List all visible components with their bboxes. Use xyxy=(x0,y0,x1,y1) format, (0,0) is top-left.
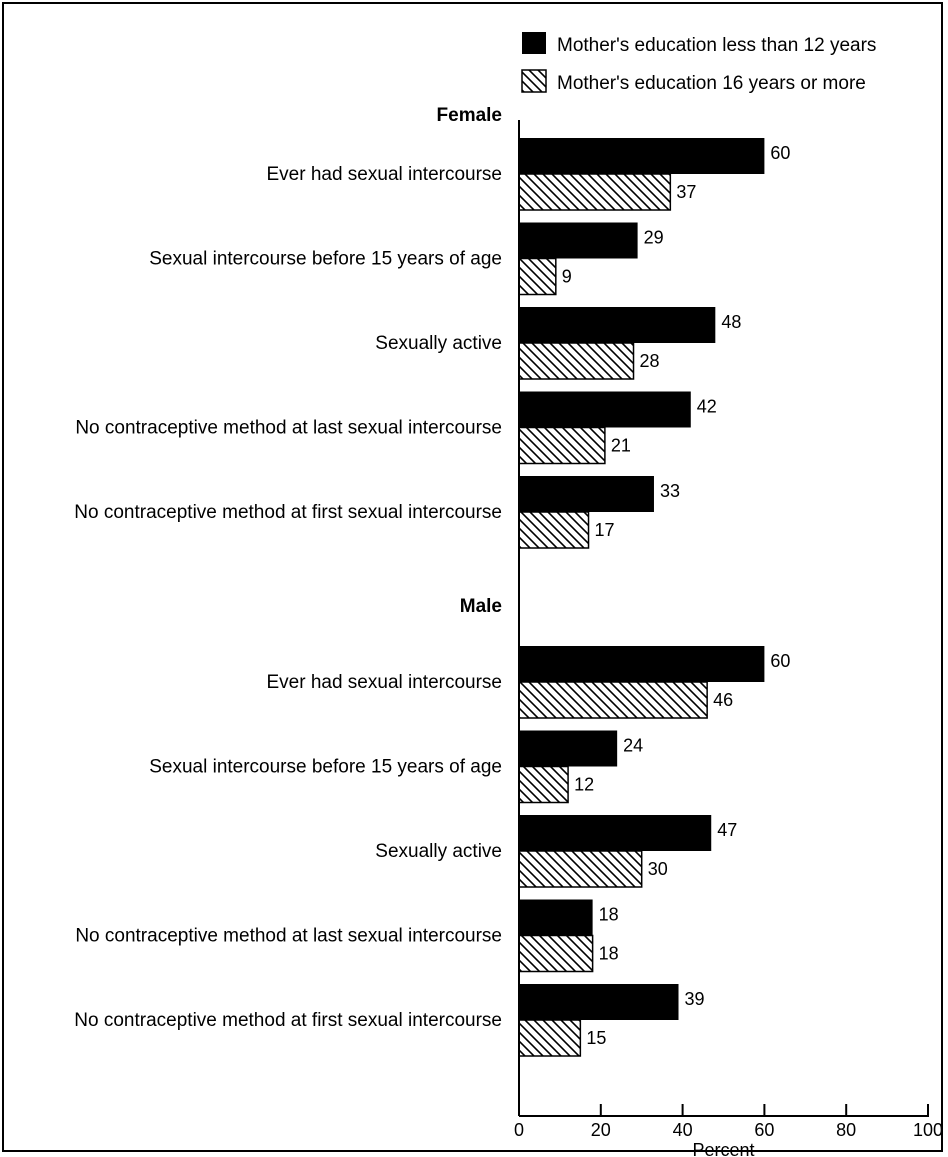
legend-swatch-hatch xyxy=(521,69,547,93)
legend: Mother's education less than 12 years Mo… xyxy=(521,32,876,94)
legend-label-series-1: Mother's education less than 12 years xyxy=(557,35,876,56)
bar-less-than-12-years xyxy=(519,307,716,343)
bar-16-years-or-more xyxy=(518,173,672,211)
bar-16-years-or-more xyxy=(518,342,635,380)
category-label: Ever had sexual intercourse xyxy=(266,672,502,693)
x-tick-label: 80 xyxy=(836,1120,856,1140)
value-label: 39 xyxy=(685,989,705,1009)
bar-16-years-or-more xyxy=(518,511,590,549)
value-label: 24 xyxy=(623,736,643,756)
category-label: No contraceptive method at last sexual i… xyxy=(75,926,502,947)
bar-less-than-12-years xyxy=(519,984,679,1020)
bar-less-than-12-years xyxy=(519,815,712,851)
legend-label-series-2: Mother's education 16 years or more xyxy=(557,73,866,94)
bar-less-than-12-years xyxy=(519,391,691,428)
value-label: 15 xyxy=(586,1028,606,1048)
bar-less-than-12-years xyxy=(519,138,765,174)
group-label-male: Male xyxy=(460,596,502,617)
value-label: 12 xyxy=(574,775,594,795)
plot-area: Female Ever had sexual intercourse 60 37 Sex… xyxy=(74,105,943,1157)
bar-16-years-or-more xyxy=(518,765,569,804)
value-label: 9 xyxy=(562,267,572,287)
value-label: 30 xyxy=(648,859,668,879)
x-tick-label: 60 xyxy=(754,1120,774,1140)
bar-16-years-or-more xyxy=(518,934,594,973)
value-label: 48 xyxy=(721,312,741,332)
category-label: Sexually active xyxy=(375,333,502,354)
value-label: 28 xyxy=(640,351,660,371)
value-label: 17 xyxy=(595,520,615,540)
value-label: 37 xyxy=(676,182,696,202)
value-label: 42 xyxy=(697,397,717,417)
legend-swatch-solid xyxy=(522,32,546,54)
bar-less-than-12-years xyxy=(519,899,593,936)
value-label: 18 xyxy=(599,944,619,964)
bar-16-years-or-more xyxy=(518,681,708,719)
bar-16-years-or-more xyxy=(518,426,606,465)
bar-less-than-12-years xyxy=(519,730,618,767)
value-label: 29 xyxy=(644,228,664,248)
value-label: 21 xyxy=(611,436,631,456)
value-label: 60 xyxy=(770,651,790,671)
x-tick-label: 40 xyxy=(673,1120,693,1140)
value-label: 60 xyxy=(770,143,790,163)
category-label: Sexual intercourse before 15 years of ag… xyxy=(149,249,502,270)
category-label: Ever had sexual intercourse xyxy=(266,164,502,185)
x-tick-label: 20 xyxy=(591,1120,611,1140)
x-tick-label: 0 xyxy=(514,1120,524,1140)
category-label: No contraceptive method at first sexual … xyxy=(74,502,502,523)
bar-16-years-or-more xyxy=(518,1019,582,1057)
bar-16-years-or-more xyxy=(518,257,557,296)
x-tick-label: 100 xyxy=(913,1120,943,1140)
value-label: 47 xyxy=(717,820,737,840)
x-axis-title: Percent xyxy=(692,1140,754,1157)
category-label: No contraceptive method at last sexual i… xyxy=(75,418,502,439)
bar-less-than-12-years xyxy=(519,476,654,512)
value-label: 33 xyxy=(660,481,680,501)
value-label: 46 xyxy=(713,690,733,710)
category-label: Sexual intercourse before 15 years of ag… xyxy=(149,757,502,778)
group-label-female: Female xyxy=(437,105,502,126)
bar-less-than-12-years xyxy=(519,646,765,682)
bar-less-than-12-years xyxy=(519,222,638,259)
value-label: 18 xyxy=(599,905,619,925)
category-label: Sexually active xyxy=(375,841,502,862)
bar-16-years-or-more xyxy=(518,850,643,888)
category-label: No contraceptive method at first sexual … xyxy=(74,1010,502,1031)
